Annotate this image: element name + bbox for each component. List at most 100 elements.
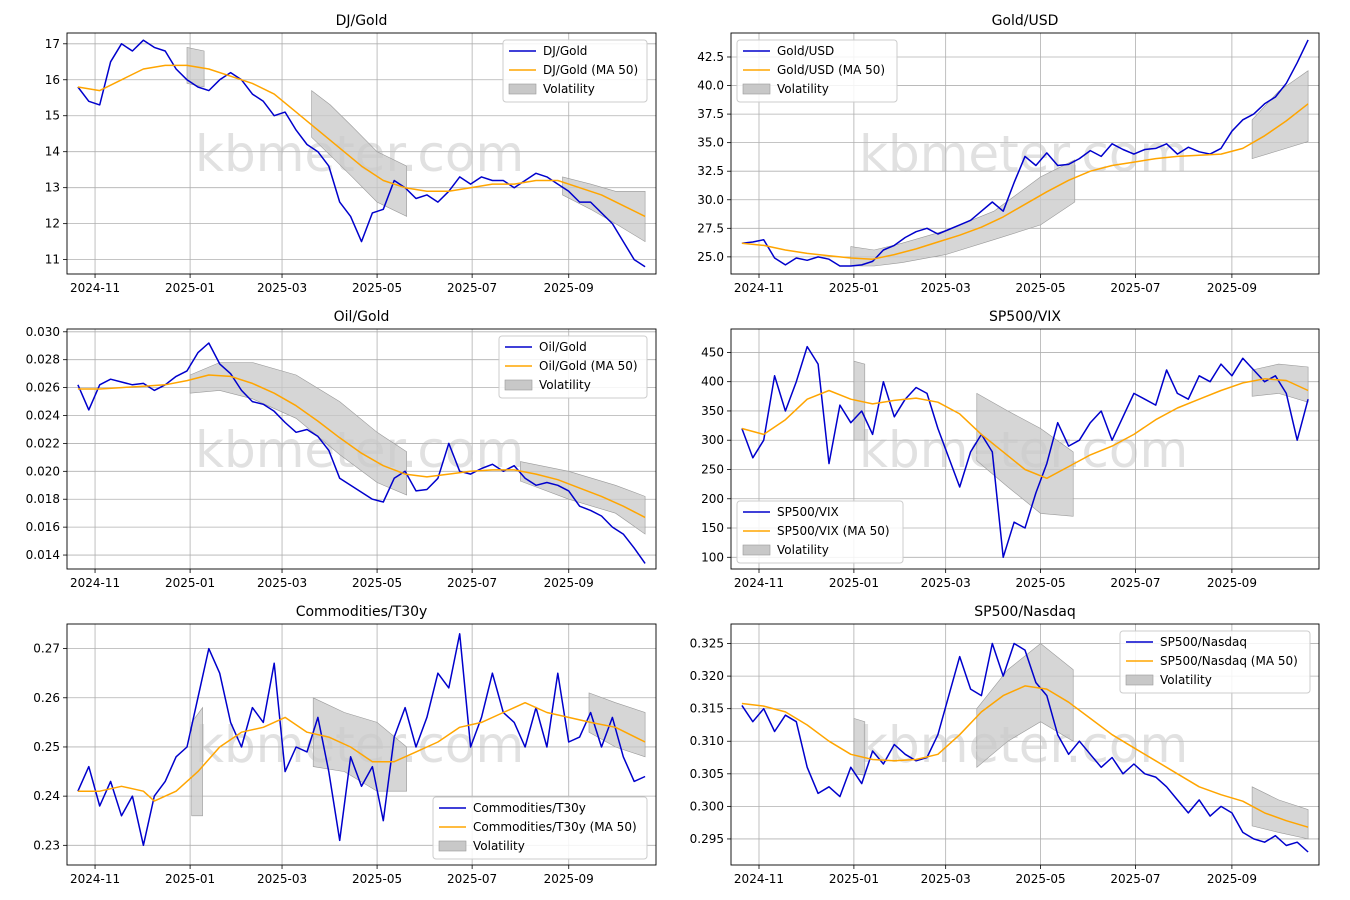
x-tick-label: 2025-07	[447, 872, 497, 886]
panel-title: Commodities/T30y	[296, 604, 428, 620]
legend: DJ/Gold DJ/Gold (MA 50) Volatility	[502, 39, 648, 103]
series-line	[77, 633, 646, 847]
y-tick-label: 0.27	[33, 642, 60, 656]
y-tick-label: 400	[701, 375, 724, 389]
legend-band-swatch	[504, 379, 533, 391]
ma-line	[741, 103, 1309, 260]
legend-box	[432, 796, 648, 860]
y-tick-label: 11	[45, 253, 60, 267]
x-tick-label: 2025-07	[447, 281, 497, 295]
chart-panel-2: Gold/USD 2024-11 2025-01 2025-03 2025-05 2025…	[697, 13, 1320, 295]
x-tick-label: 2024-11	[70, 576, 120, 590]
series-line	[77, 342, 646, 564]
y-tick-label: 0.310	[690, 734, 724, 748]
x-tick-label: 2025-07	[1110, 872, 1160, 886]
legend-label: Gold/USD	[777, 44, 834, 58]
plot-frame	[66, 32, 657, 275]
y-tick-label: 27.5	[697, 221, 724, 235]
x-tick-label: 2024-11	[734, 872, 784, 886]
series-line	[741, 345, 1309, 559]
y-tick-label: 0.25	[33, 740, 60, 754]
y-tick-label: 12	[45, 217, 60, 231]
legend: SP500/Nasdaq SP500/Nasdaq (MA 50) Volatili…	[1119, 630, 1311, 694]
y-tick-label: 0.305	[690, 767, 724, 781]
x-tick-label: 2025-03	[921, 872, 971, 886]
y-tick-label: 17	[45, 37, 60, 51]
legend-label: Volatility	[777, 543, 829, 557]
y-tick-label: 150	[701, 521, 724, 535]
chart-panel-4: SP500/VIX 2024-11 2025-01 2025-03 2025-05 202…	[701, 309, 1320, 590]
legend-band-swatch	[438, 840, 467, 852]
x-tick-label: 2025-05	[352, 281, 402, 295]
x-tick-label: 2024-11	[70, 872, 120, 886]
y-tick-label: 37.5	[697, 107, 724, 121]
legend-label: SP500/VIX (MA 50)	[777, 524, 890, 538]
y-tick-label: 300	[701, 433, 724, 447]
y-tick-label: 0.030	[26, 325, 60, 339]
y-tick-label: 0.022	[26, 436, 60, 450]
plot-frame	[730, 32, 1320, 275]
x-tick-label: 2025-01	[829, 281, 879, 295]
legend-band-swatch	[508, 83, 537, 95]
volatility-band	[520, 461, 646, 535]
y-tick-label: 0.315	[690, 702, 724, 716]
volatility-band	[312, 697, 408, 792]
x-tick-label: 2025-01	[165, 872, 215, 886]
y-tick-label: 13	[45, 181, 60, 195]
panel-title: SP500/Nasdaq	[974, 604, 1075, 620]
chart-panel-6: SP500/Nasdaq 2024-11 2025-01 2025-03 2025-05…	[690, 604, 1320, 886]
legend-label: Volatility	[777, 82, 829, 96]
x-tick-label: 2025-09	[544, 576, 594, 590]
x-tick-label: 2025-01	[165, 281, 215, 295]
y-tick-label: 0.300	[690, 799, 724, 813]
ma-line	[77, 374, 646, 519]
x-tick-label: 2025-09	[1207, 281, 1257, 295]
y-tick-label: 0.028	[26, 353, 60, 367]
legend-label: Oil/Gold (MA 50)	[539, 359, 638, 373]
x-tick-label: 2025-05	[352, 576, 402, 590]
x-tick-label: 2025-03	[257, 576, 307, 590]
x-tick-label: 2025-01	[829, 576, 879, 590]
legend: Commodities/T30y Commodities/T30y (MA 50)…	[432, 796, 648, 860]
legend: Oil/Gold Oil/Gold (MA 50) Volatility	[498, 335, 648, 399]
panel-title: SP500/VIX	[989, 309, 1061, 325]
volatility-band	[853, 717, 866, 776]
x-tick-label: 2025-09	[1207, 576, 1257, 590]
chart-panel-3: Oil/Gold 2024-11 2025-01 2025-03 2025-05 2025…	[26, 309, 657, 590]
volatility-band	[588, 692, 646, 758]
ma-line	[741, 378, 1309, 480]
legend-label: Commodities/T30y (MA 50)	[473, 820, 637, 834]
legend-label: DJ/Gold	[543, 44, 587, 58]
x-tick-label: 2025-03	[921, 281, 971, 295]
legend-label: SP500/Nasdaq (MA 50)	[1160, 654, 1298, 668]
volatility-band	[311, 89, 408, 217]
y-tick-label: 0.295	[690, 832, 724, 846]
panel-title: Gold/USD	[992, 13, 1059, 29]
legend-box	[1119, 630, 1311, 694]
y-tick-label: 16	[45, 73, 60, 87]
legend-label: Volatility	[1160, 673, 1212, 687]
x-tick-label: 2024-11	[70, 281, 120, 295]
y-tick-label: 200	[701, 492, 724, 506]
y-tick-label: 0.020	[26, 464, 60, 478]
y-tick-label: 350	[701, 404, 724, 418]
chart-panel-1: DJ/Gold 2024-11 2025-01 2025-03 2025-05 2025-…	[45, 13, 657, 295]
volatility-band	[189, 362, 408, 496]
y-tick-label: 0.014	[26, 548, 60, 562]
plot-frame	[66, 623, 657, 866]
x-tick-label: 2025-03	[257, 872, 307, 886]
y-tick-label: 14	[45, 145, 60, 159]
y-tick-label: 42.5	[697, 50, 724, 64]
x-tick-label: 2024-11	[734, 281, 784, 295]
x-tick-label: 2025-09	[1207, 872, 1257, 886]
legend-label: Volatility	[543, 82, 595, 96]
y-tick-label: 35.0	[697, 136, 724, 150]
series-line	[741, 39, 1309, 267]
y-tick-label: 0.320	[690, 669, 724, 683]
y-tick-label: 40.0	[697, 79, 724, 93]
y-tick-label: 0.018	[26, 492, 60, 506]
legend-label: Commodities/T30y	[473, 801, 586, 815]
legend-label: Gold/USD (MA 50)	[777, 63, 885, 77]
volatility-band	[191, 706, 203, 817]
y-tick-label: 30.0	[697, 193, 724, 207]
